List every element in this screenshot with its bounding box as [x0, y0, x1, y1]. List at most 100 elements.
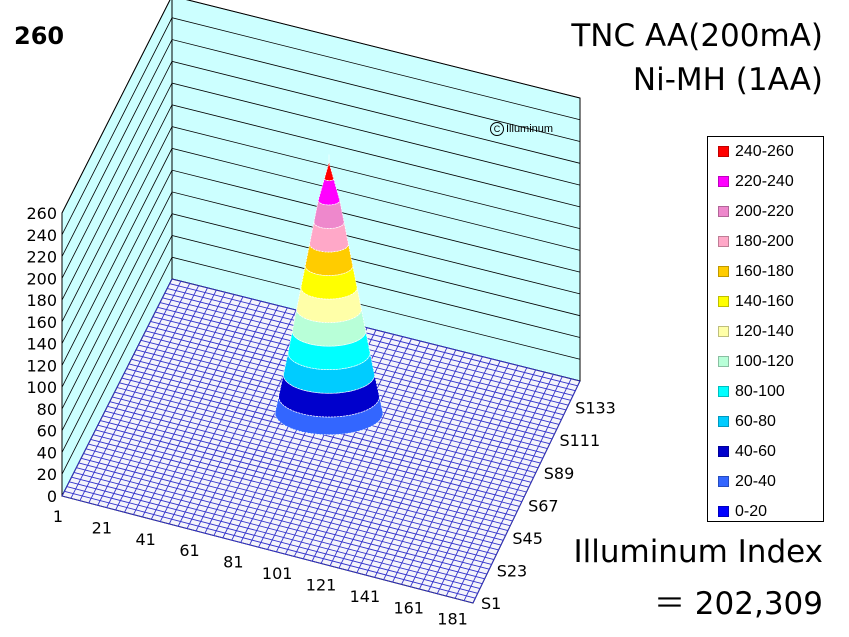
wall-gridline — [61, 104, 581, 323]
floor-gridline — [293, 336, 404, 557]
y-tick-label: S89 — [544, 464, 575, 483]
legend-label: 220-240 — [735, 173, 794, 190]
legend-label: 140-160 — [735, 293, 794, 310]
beam-profile-surface — [274, 154, 384, 436]
floor-gridline — [365, 354, 474, 576]
beam-band-140-160 — [300, 265, 358, 300]
floor-gridline — [374, 356, 483, 578]
legend-swatch — [718, 506, 729, 517]
chart-legend: 240-260 220-240 200-220 180-200 160-180 140-1… — [707, 136, 824, 522]
legend-item: 80-100 — [718, 383, 785, 401]
z-tick-label: 120 — [26, 356, 57, 375]
z-tick-label: 80 — [37, 400, 57, 419]
z-tick-label: 240 — [26, 226, 57, 245]
x-tick-label: 121 — [306, 575, 337, 594]
floor-gridline — [320, 343, 430, 564]
z-tick-label: 140 — [26, 335, 57, 354]
z-tick-label: 100 — [26, 378, 57, 397]
x-tick-label: 161 — [393, 598, 424, 617]
legend-label: 40-60 — [735, 443, 776, 460]
wall-gridline — [61, 213, 581, 431]
floor-gridline — [392, 360, 501, 583]
z-tick-label: 180 — [26, 291, 57, 310]
copyright-icon: C — [490, 122, 504, 136]
floor-gridline — [329, 345, 439, 566]
legend-swatch — [718, 356, 729, 367]
z-tick-label: 220 — [26, 248, 57, 267]
wall-gridline — [61, 191, 581, 410]
x-tick-label: 141 — [350, 587, 381, 606]
legend-item: 180-200 — [718, 233, 794, 251]
legend-swatch — [718, 146, 729, 157]
legend-label: 100-120 — [735, 353, 794, 370]
z-tick-label: 40 — [37, 443, 57, 462]
wall-gridline — [61, 256, 581, 475]
chart-title: TNC AA(200mA) — [571, 18, 823, 54]
chart-floor — [61, 278, 581, 604]
floor-gridline — [302, 338, 412, 560]
z-tick-label: 0 — [47, 487, 57, 506]
legend-label: 240-260 — [735, 143, 794, 160]
x-tick-label: 81 — [223, 553, 243, 572]
watermark: C Illuminum — [490, 122, 553, 136]
legend-swatch — [718, 206, 729, 217]
beam-band-240-260 — [324, 161, 334, 181]
wall-gridline — [61, 39, 581, 257]
floor-gridline — [463, 378, 572, 601]
y-tick-label: S1 — [481, 594, 501, 613]
floor-gridline — [169, 283, 578, 387]
y-tick-label: S67 — [528, 496, 559, 515]
legend-item: 240-260 — [718, 143, 794, 161]
floor-gridline — [171, 278, 581, 382]
x-tick-label: 181 — [437, 610, 468, 629]
z-tick-label: 20 — [37, 465, 57, 484]
floor-gridline — [338, 347, 448, 569]
floor-gridline — [347, 349, 457, 571]
x-tick-label: 1 — [53, 507, 63, 526]
floor-gridline — [472, 380, 581, 604]
legend-swatch — [718, 446, 729, 457]
legend-swatch — [718, 176, 729, 187]
wall-gridline — [61, 0, 581, 214]
legend-swatch — [718, 296, 729, 307]
floor-gridline — [164, 292, 574, 396]
floor-gridline — [454, 376, 563, 599]
legend-label: 60-80 — [735, 413, 776, 430]
legend-label: 120-140 — [735, 323, 794, 340]
legend-item: 40-60 — [718, 443, 776, 461]
z-tick-label: 200 — [26, 269, 57, 288]
legend-swatch — [718, 416, 729, 427]
y-tick-label: S45 — [512, 529, 543, 548]
chart-axes: 0204060801001201401601802002202402601214… — [26, 204, 615, 629]
x-tick-label: 21 — [92, 518, 112, 537]
z-tick-label: 160 — [26, 313, 57, 332]
legend-item: 140-160 — [718, 293, 794, 311]
chart-subtitle: Ni-MH (1AA) — [632, 62, 823, 98]
floor-gridline — [418, 367, 528, 590]
floor-gridline — [410, 365, 519, 587]
legend-item: 100-120 — [718, 353, 794, 371]
watermark-text: Illuminum — [506, 123, 554, 135]
wall-gridline — [61, 169, 581, 388]
legend-swatch — [718, 326, 729, 337]
legend-swatch — [718, 236, 729, 247]
legend-item: 200-220 — [718, 203, 794, 221]
legend-swatch — [718, 476, 729, 487]
floor-gridline — [436, 371, 545, 594]
wall-gridline — [61, 234, 581, 453]
chart-walls — [61, 0, 581, 497]
legend-label: 0-20 — [735, 503, 768, 520]
index-value: ＝ 202,309 — [653, 586, 823, 622]
legend-swatch — [718, 386, 729, 397]
floor-gridline — [401, 363, 510, 585]
floor-gridline — [311, 340, 421, 562]
peak-value-label: 260 — [14, 22, 65, 50]
legend-item: 60-80 — [718, 413, 776, 431]
floor-gridline — [427, 369, 537, 592]
wall-gridline — [61, 82, 581, 301]
wall-gridline — [61, 126, 581, 344]
floor-gridline — [167, 287, 576, 392]
legend-item: 20-40 — [718, 473, 776, 491]
wall-gridline — [61, 60, 581, 279]
legend-label: 160-180 — [735, 263, 794, 280]
